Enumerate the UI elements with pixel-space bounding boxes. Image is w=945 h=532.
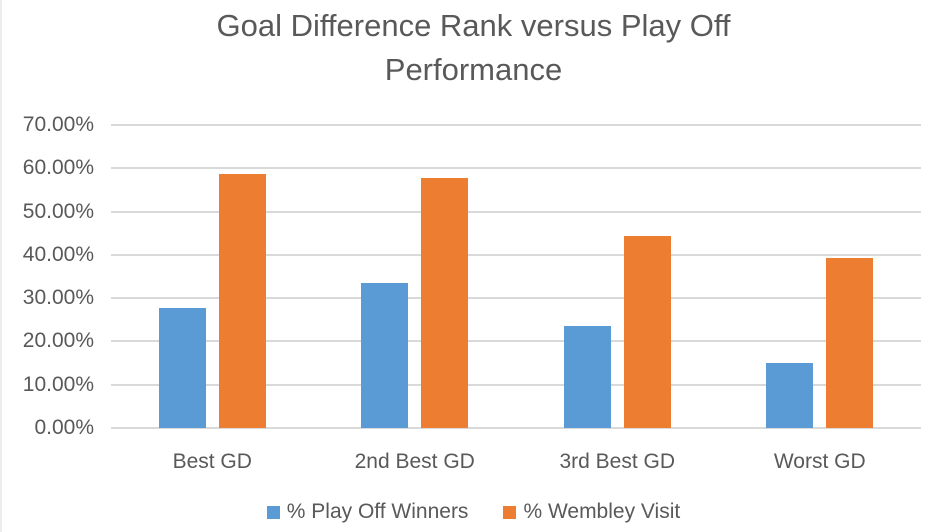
- y-axis-tick-label: 30.00%: [22, 286, 94, 310]
- x-category-label-worst-gd: Worst GD: [773, 450, 866, 473]
- bar-group-best-gd: [111, 125, 314, 428]
- x-axis: Best GD 2nd Best GD 3rd Best GD Worst GD: [111, 450, 921, 474]
- bar-group-worst-gd: [719, 125, 922, 428]
- x-category-label-2nd-best-gd: 2nd Best GD: [354, 450, 475, 473]
- bars-layer: [111, 125, 921, 428]
- y-axis-tick-label: 20.00%: [22, 329, 94, 353]
- gridline-60: [111, 167, 921, 170]
- gridline-30: [111, 297, 921, 300]
- legend-swatch-icon: [266, 505, 280, 519]
- legend-label: % Wembley Visit: [523, 500, 681, 523]
- gridline-70: [111, 124, 921, 126]
- chart-title-text: Goal Difference Rank versus Play Off Per…: [216, 8, 731, 87]
- y-axis-tick-label: 60.00%: [22, 156, 94, 180]
- bar-group-3rd-best-gd: [516, 125, 719, 428]
- y-axis-tick-label: 40.00%: [22, 242, 94, 266]
- gridline-10: [111, 383, 921, 386]
- bar-play-off-winners-3rd-best-gd: [563, 326, 611, 428]
- gridline-50: [111, 210, 921, 213]
- chart-title: Goal Difference Rank versus Play Off Per…: [2, 4, 945, 92]
- bar-wembley-visit-worst-gd: [826, 257, 874, 428]
- gridline-40: [111, 253, 921, 256]
- y-axis-tick-label: 10.00%: [22, 372, 94, 396]
- legend-swatch-icon: [503, 505, 517, 519]
- y-axis-tick-label: 70.00%: [22, 113, 94, 136]
- bar-play-off-winners-best-gd: [158, 307, 206, 428]
- bar-play-off-winners-worst-gd: [766, 363, 814, 428]
- bar-wembley-visit-3rd-best-gd: [623, 235, 671, 428]
- legend-item-wembley-visit: % Wembley Visit: [503, 500, 680, 524]
- plot-area: [111, 124, 921, 429]
- legend-label: % Play Off Winners: [286, 500, 469, 523]
- legend: % Play Off Winners % Wembley Visit: [2, 500, 945, 524]
- legend-item-play-off-winners: % Play Off Winners: [266, 500, 469, 524]
- bar-group-2nd-best-gd: [314, 125, 517, 428]
- x-category-label-best-gd: Best GD: [172, 450, 252, 473]
- bar-wembley-visit-2nd-best-gd: [421, 178, 469, 428]
- x-category-label-3rd-best-gd: 3rd Best GD: [559, 450, 676, 473]
- bar-wembley-visit-best-gd: [218, 174, 266, 428]
- y-axis-tick-label: 0.00%: [34, 416, 94, 439]
- bar-play-off-winners-2nd-best-gd: [361, 283, 409, 428]
- gridline-20: [111, 340, 921, 343]
- y-axis-tick-label: 50.00%: [22, 199, 94, 223]
- gridline-0: [111, 427, 921, 429]
